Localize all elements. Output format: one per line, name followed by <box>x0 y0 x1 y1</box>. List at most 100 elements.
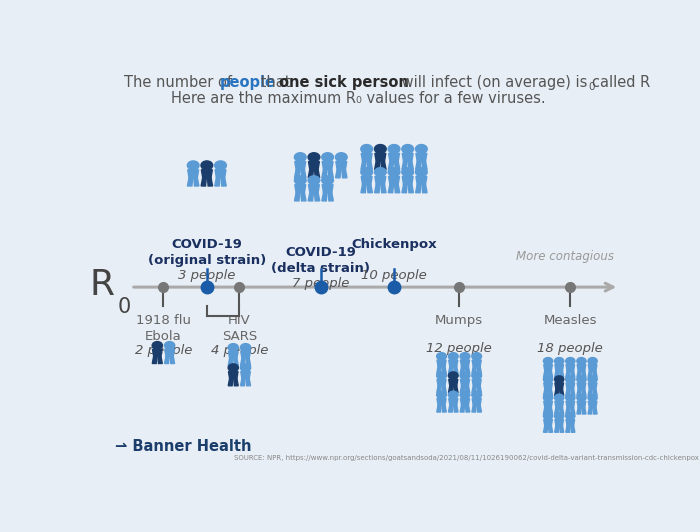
Polygon shape <box>215 178 220 186</box>
Text: 12 people: 12 people <box>426 343 492 355</box>
Circle shape <box>472 372 482 379</box>
Polygon shape <box>460 367 465 373</box>
Polygon shape <box>295 193 300 201</box>
Polygon shape <box>461 379 470 386</box>
Polygon shape <box>361 161 366 170</box>
Polygon shape <box>295 162 306 170</box>
Polygon shape <box>374 161 380 170</box>
Text: Here are the maximum R₀ values for a few viruses.: Here are the maximum R₀ values for a few… <box>172 91 546 106</box>
Polygon shape <box>437 405 441 412</box>
Circle shape <box>449 353 458 360</box>
Polygon shape <box>449 360 458 367</box>
Text: COVID-19
(original strain): COVID-19 (original strain) <box>148 238 266 267</box>
Polygon shape <box>570 371 575 377</box>
Polygon shape <box>375 177 386 185</box>
Circle shape <box>472 391 482 398</box>
Circle shape <box>460 391 470 398</box>
Polygon shape <box>422 185 427 193</box>
Text: HIV
SARS: HIV SARS <box>222 314 257 343</box>
Polygon shape <box>437 360 446 367</box>
Polygon shape <box>322 170 327 178</box>
Circle shape <box>588 394 597 401</box>
Polygon shape <box>375 153 386 161</box>
Polygon shape <box>368 185 372 193</box>
Polygon shape <box>555 419 564 426</box>
Circle shape <box>437 372 447 379</box>
Circle shape <box>437 353 447 360</box>
Polygon shape <box>555 364 564 371</box>
Polygon shape <box>461 360 470 367</box>
Circle shape <box>389 145 400 153</box>
Polygon shape <box>577 364 586 371</box>
Polygon shape <box>549 408 552 414</box>
Circle shape <box>566 412 575 419</box>
Polygon shape <box>368 161 372 170</box>
Text: 7 people: 7 people <box>292 277 349 290</box>
Polygon shape <box>544 401 552 408</box>
Polygon shape <box>454 386 458 393</box>
Circle shape <box>188 161 199 170</box>
Circle shape <box>554 358 564 364</box>
Polygon shape <box>559 426 564 433</box>
Polygon shape <box>241 371 251 378</box>
Circle shape <box>543 394 553 401</box>
Text: 18 people: 18 people <box>538 343 603 355</box>
Polygon shape <box>559 408 564 414</box>
Polygon shape <box>566 401 575 408</box>
Polygon shape <box>577 371 581 377</box>
Polygon shape <box>158 356 162 363</box>
Polygon shape <box>202 170 212 178</box>
Polygon shape <box>416 177 427 185</box>
Polygon shape <box>241 378 245 386</box>
Polygon shape <box>472 367 476 373</box>
Polygon shape <box>215 170 226 178</box>
Polygon shape <box>221 178 226 186</box>
Polygon shape <box>472 405 476 412</box>
Polygon shape <box>437 398 446 405</box>
Circle shape <box>543 412 553 419</box>
Polygon shape <box>188 178 193 186</box>
Polygon shape <box>588 364 597 371</box>
Circle shape <box>374 168 386 177</box>
Polygon shape <box>554 426 559 433</box>
Polygon shape <box>554 408 559 414</box>
Circle shape <box>215 161 226 170</box>
Circle shape <box>460 353 470 360</box>
Polygon shape <box>449 405 453 412</box>
Polygon shape <box>549 426 552 433</box>
Polygon shape <box>449 367 453 373</box>
Polygon shape <box>308 193 314 201</box>
Text: 3 people: 3 people <box>178 269 235 281</box>
Polygon shape <box>295 185 306 193</box>
Polygon shape <box>554 389 559 396</box>
Circle shape <box>402 168 414 177</box>
Circle shape <box>308 176 320 185</box>
Text: Measles: Measles <box>544 314 597 327</box>
Polygon shape <box>543 371 547 377</box>
Polygon shape <box>566 371 570 377</box>
Polygon shape <box>543 408 547 414</box>
Circle shape <box>588 358 597 364</box>
Polygon shape <box>241 351 251 358</box>
Polygon shape <box>549 371 552 377</box>
Text: 10 people: 10 people <box>361 269 427 281</box>
Polygon shape <box>477 367 482 373</box>
Text: 2 people: 2 people <box>135 344 192 356</box>
Polygon shape <box>566 364 575 371</box>
Polygon shape <box>577 389 581 396</box>
Polygon shape <box>588 401 597 408</box>
Text: people: people <box>220 75 276 90</box>
Polygon shape <box>570 426 575 433</box>
Polygon shape <box>389 185 393 193</box>
Circle shape <box>240 344 251 351</box>
Polygon shape <box>381 185 386 193</box>
Circle shape <box>308 153 320 162</box>
Text: ⇀ Banner Health: ⇀ Banner Health <box>115 439 251 454</box>
Polygon shape <box>295 170 300 178</box>
Polygon shape <box>301 193 306 201</box>
Polygon shape <box>566 389 570 396</box>
Circle shape <box>566 394 575 401</box>
Polygon shape <box>374 185 380 193</box>
Polygon shape <box>395 161 400 170</box>
Polygon shape <box>477 386 482 393</box>
